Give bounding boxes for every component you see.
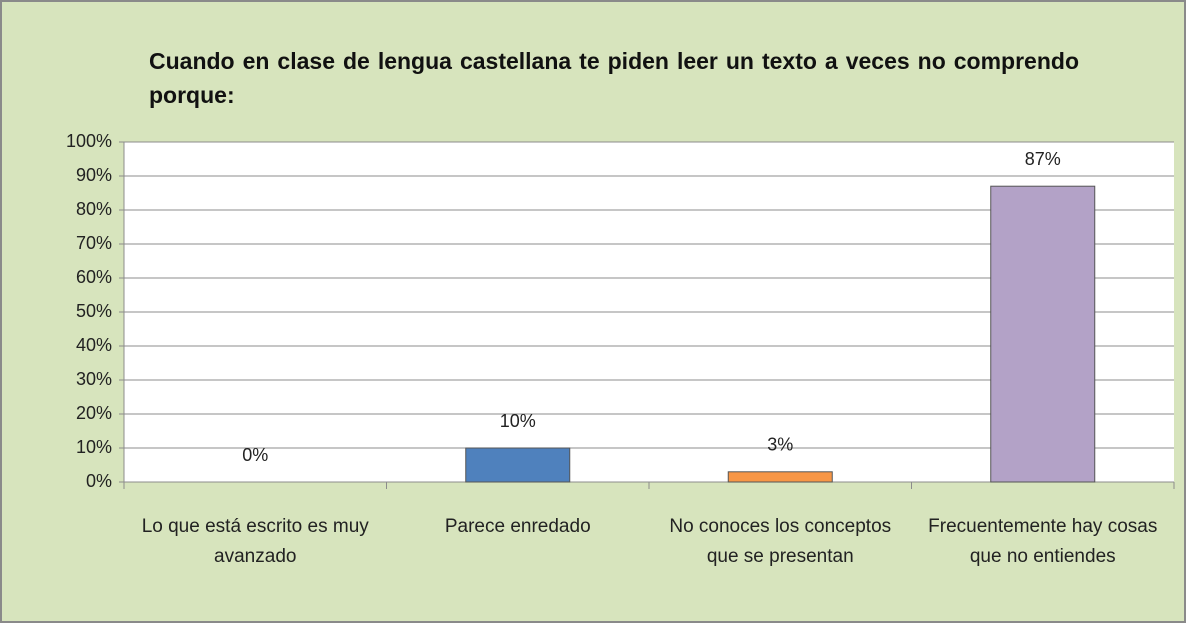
y-tick-label: 60% <box>76 267 112 287</box>
y-tick-label: 70% <box>76 233 112 253</box>
value-label: 10% <box>500 411 536 431</box>
y-tick-label: 0% <box>86 471 112 491</box>
y-tick-label: 20% <box>76 403 112 423</box>
x-tick-label: Parece enredado <box>444 516 591 537</box>
bar <box>727 471 833 483</box>
chart-title: Cuando en clase de lengua castellana te … <box>149 48 1079 108</box>
value-label: 87% <box>1025 149 1061 169</box>
y-tick-label: 90% <box>76 165 112 185</box>
bar <box>465 447 571 483</box>
y-tick-label: 40% <box>76 335 112 355</box>
x-tick-label: No conoces los conceptos que se presenta… <box>669 516 892 567</box>
y-tick-label: 100% <box>66 131 112 151</box>
y-tick-label: 10% <box>76 437 112 457</box>
x-tick-label: Lo que está escrito es muy avanzado <box>141 516 369 567</box>
bar <box>990 185 1096 483</box>
value-label: 0% <box>242 445 268 465</box>
x-tick-label: Frecuentemente hay cosas que no entiende… <box>928 516 1158 567</box>
y-tick-label: 50% <box>76 301 112 321</box>
value-label: 3% <box>767 435 793 455</box>
y-tick-label: 80% <box>76 199 112 219</box>
y-tick-label: 30% <box>76 369 112 389</box>
